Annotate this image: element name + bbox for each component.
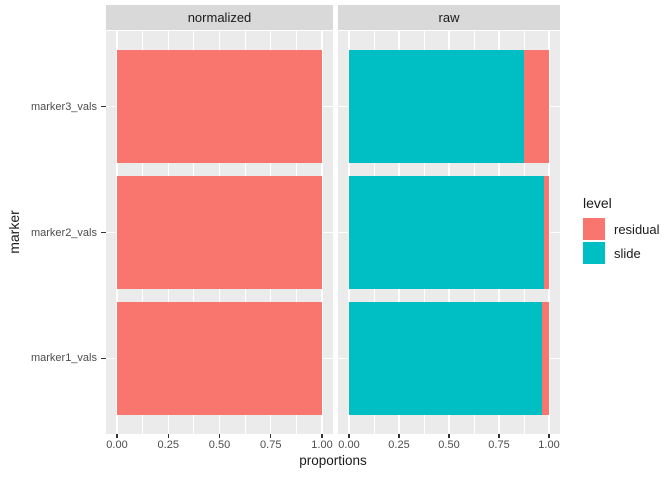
legend-swatch-residual <box>583 218 605 240</box>
x-axis-tick <box>348 434 350 438</box>
x-axis-tick <box>167 434 169 438</box>
x-axis-label: 0.75 <box>260 439 282 451</box>
x-axis-label: 1.00 <box>311 439 333 451</box>
bar-raw-marker2_vals-slide <box>349 175 544 290</box>
y-axis-label-marker2_vals: marker2_vals <box>30 226 97 239</box>
x-axis-tick <box>116 434 118 438</box>
legend-swatch-slide <box>583 242 605 264</box>
x-axis-tick <box>321 434 323 438</box>
bar-raw-marker1_vals-slide <box>349 301 542 416</box>
y-axis-tick-marker3_vals <box>101 105 106 108</box>
facet-strip-normalized: normalized <box>106 5 333 30</box>
x-axis-tick <box>548 434 550 438</box>
y-axis-tick-marker2_vals <box>101 231 106 234</box>
x-axis-label: 0.00 <box>106 439 128 451</box>
x-axis-label: 1.00 <box>538 439 560 451</box>
x-axis-tick <box>448 434 450 438</box>
x-axis-tick <box>398 434 400 438</box>
bar-normalized-marker3_vals-residual <box>117 49 322 164</box>
y-axis-tick-marker1_vals <box>101 357 106 360</box>
bar-normalized-marker1_vals-residual <box>117 301 322 416</box>
panel-raw <box>338 31 560 434</box>
x-axis-tick <box>270 434 272 438</box>
facet-strip-raw: raw <box>338 5 560 30</box>
bar-raw-marker1_vals-residual <box>542 301 549 416</box>
legend-title: level <box>583 195 612 211</box>
facet-strip-normalized-label: normalized <box>187 10 252 25</box>
x-axis-label: 0.75 <box>488 439 510 451</box>
x-axis-label: 0.50 <box>438 439 460 451</box>
x-axis-tick <box>498 434 500 438</box>
legend-label-residual: residual <box>614 221 660 237</box>
x-axis-label: 0.25 <box>388 439 410 451</box>
x-axis-label: 0.25 <box>157 439 179 451</box>
x-axis-label: 0.50 <box>208 439 231 451</box>
bar-raw-marker3_vals-slide <box>349 49 524 164</box>
bar-normalized-marker2_vals-residual <box>117 175 322 290</box>
x-axis-title: proportions <box>299 453 367 468</box>
bar-raw-marker2_vals-residual <box>544 175 549 290</box>
y-axis-label-marker1_vals: marker1_vals <box>30 352 97 365</box>
legend-label-slide: slide <box>614 245 641 261</box>
bar-raw-marker3_vals-residual <box>524 49 549 164</box>
legend: level residual slide <box>583 195 660 266</box>
x-axis-label: 0.00 <box>338 439 360 451</box>
legend-item-slide: slide <box>583 242 660 264</box>
panel-normalized <box>106 31 333 434</box>
y-axis-label-marker3_vals: marker3_vals <box>30 100 97 113</box>
x-axis-tick <box>218 434 221 438</box>
facet-strip-raw-label: raw <box>438 10 460 25</box>
legend-item-residual: residual <box>583 218 660 240</box>
